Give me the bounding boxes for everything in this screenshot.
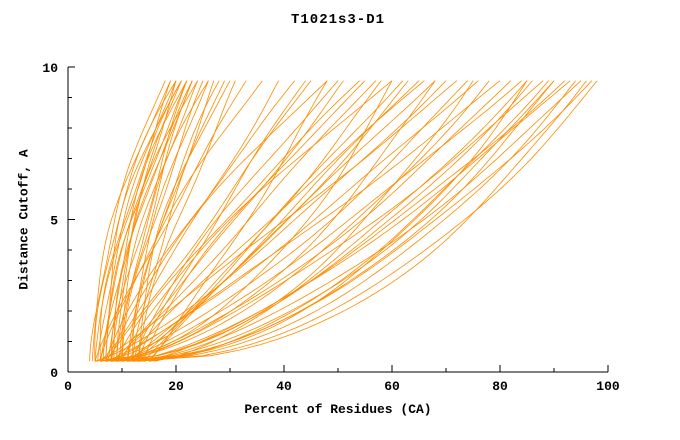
model-curve [143,80,366,362]
model-curve [137,80,236,362]
model-curve [100,80,279,362]
model-curve [110,80,344,362]
model-curve [94,80,447,362]
model-curve [121,80,204,362]
model-curve [105,80,296,362]
model-curve [99,80,182,362]
model-curve [132,80,382,362]
model-curve [110,80,328,362]
model-curve [132,80,339,362]
model-curve [110,80,188,362]
model-curve [116,80,377,362]
x-tick-label: 40 [276,379,292,394]
model-curve [148,80,420,362]
model-curve [100,80,263,362]
model-curve [121,80,544,362]
model-curve [100,80,436,362]
model-curve [116,80,360,362]
model-curve [105,80,490,362]
model-curve [143,80,571,362]
model-curve [105,80,474,362]
model-curve [132,80,220,362]
model-curve [138,80,598,362]
model-curve [105,80,312,362]
model-curve [121,80,393,362]
x-tick-label: 20 [168,379,184,394]
model-curve [111,80,501,362]
model-curve [121,80,209,362]
model-curve [148,80,328,362]
x-tick-label: 100 [596,379,620,394]
y-tick-label: 5 [50,214,58,229]
model-curve [116,80,522,362]
model-curve [118,80,198,362]
model-curve [94,80,393,362]
x-tick-label: 60 [384,379,400,394]
model-curve [116,80,533,362]
model-curve [143,80,404,362]
chart-title: T1021s3-D1 [290,12,385,28]
model-curve [127,80,209,362]
model-curve [127,80,576,362]
x-axis-label: Percent of Residues (CA) [244,402,432,417]
model-curve [121,80,555,362]
model-curve [116,80,555,362]
model-curve [111,80,512,362]
model-curve [94,80,247,362]
model-curve [148,80,549,362]
model-curve [116,80,198,362]
x-tick-label: 80 [492,379,508,394]
model-curve [132,80,587,362]
model-curve [105,80,479,362]
y-tick-label: 0 [50,366,58,381]
model-curve [111,80,528,362]
model-curve [89,80,166,362]
x-tick-label: 0 [64,379,72,394]
y-tick-label: 10 [42,61,58,76]
model-curve [154,80,528,362]
model-curve [132,80,582,362]
model-curve [137,80,306,362]
model-curve [132,80,225,362]
